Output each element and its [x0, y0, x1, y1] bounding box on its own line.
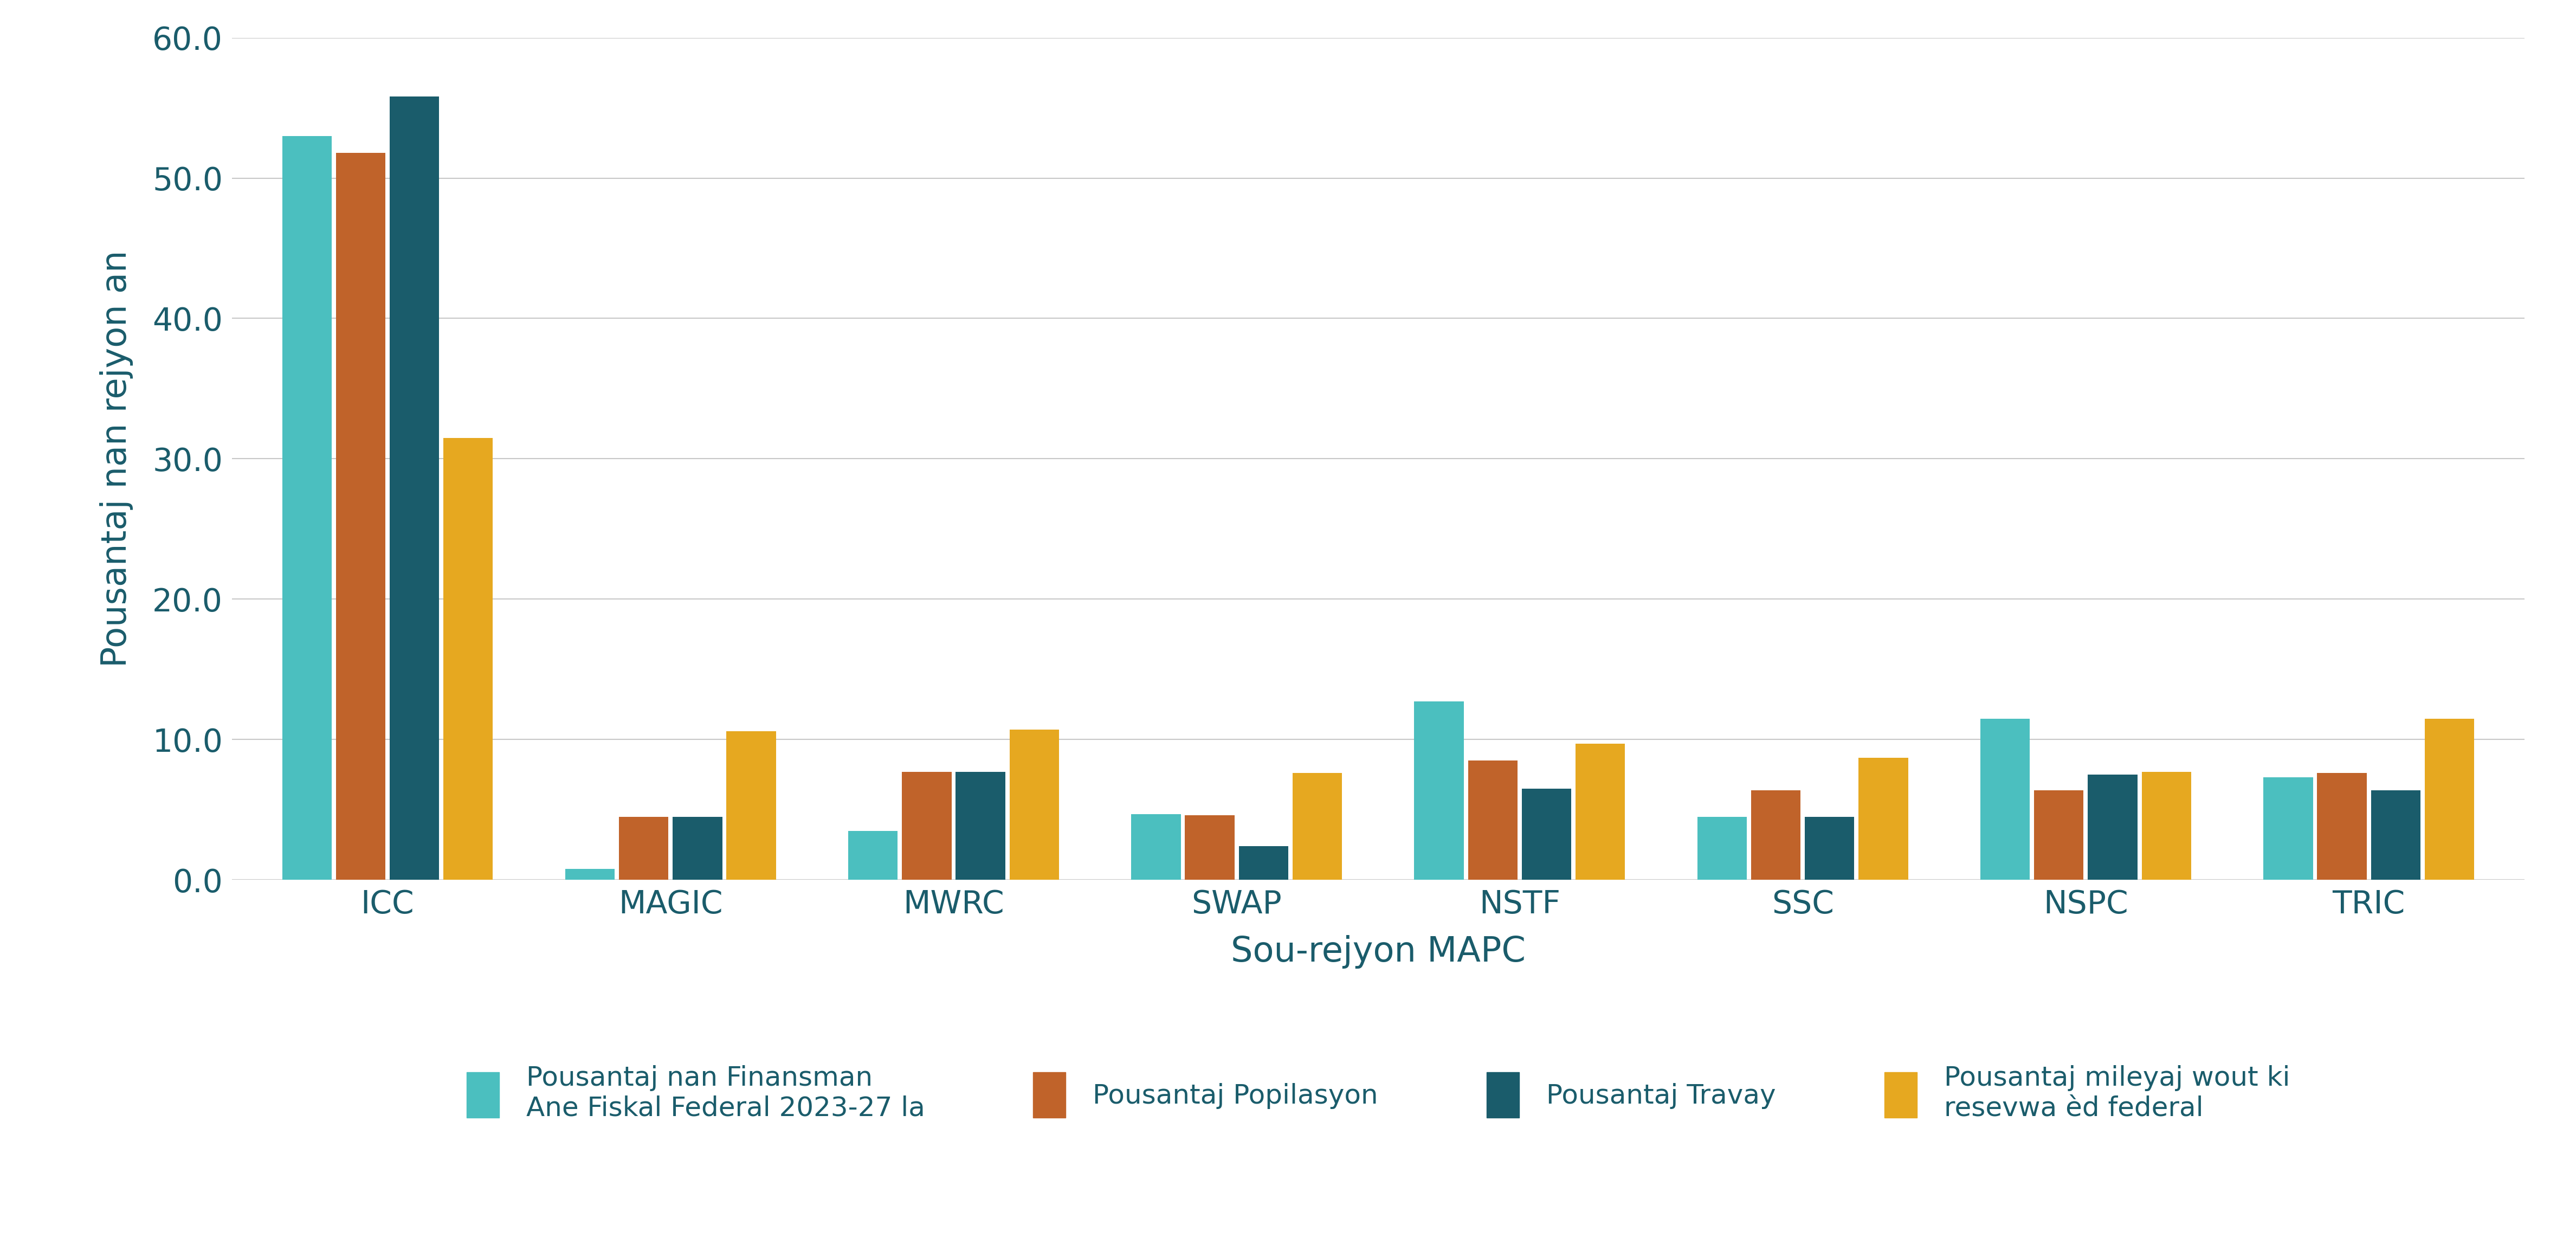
Bar [2264, 777, 2313, 880]
Bar [1860, 758, 1909, 880]
Bar [1522, 788, 1571, 880]
Bar [618, 817, 667, 880]
Bar [1468, 760, 1517, 880]
Bar [443, 437, 492, 880]
Bar [2089, 774, 2138, 880]
Bar [1577, 744, 1625, 880]
Bar [1131, 815, 1180, 880]
Bar [672, 817, 721, 880]
Bar [1185, 816, 1234, 880]
Y-axis label: Pousantaj nan rejyon an: Pousantaj nan rejyon an [100, 250, 134, 667]
Legend: Pousantaj nan Finansman
Ane Fiskal Federal 2023-27 la, Pousantaj Popilasyon, Pou: Pousantaj nan Finansman Ane Fiskal Feder… [466, 1065, 2290, 1121]
Bar [956, 772, 1005, 880]
Bar [2141, 772, 2192, 880]
Bar [1239, 846, 1288, 880]
Bar [902, 772, 951, 880]
Bar [1981, 719, 2030, 880]
X-axis label: Sou-rejyon MAPC: Sou-rejyon MAPC [1231, 935, 1525, 968]
Bar [2318, 773, 2367, 880]
Bar [1698, 817, 1747, 880]
Bar [848, 831, 896, 880]
Bar [1752, 791, 1801, 880]
Bar [1010, 730, 1059, 880]
Bar [1414, 701, 1463, 880]
Bar [283, 136, 332, 880]
Bar [2424, 719, 2473, 880]
Bar [2035, 791, 2084, 880]
Bar [1293, 773, 1342, 880]
Bar [2370, 791, 2421, 880]
Bar [726, 732, 775, 880]
Bar [564, 869, 616, 880]
Bar [1806, 817, 1855, 880]
Bar [335, 153, 386, 880]
Bar [389, 97, 438, 880]
